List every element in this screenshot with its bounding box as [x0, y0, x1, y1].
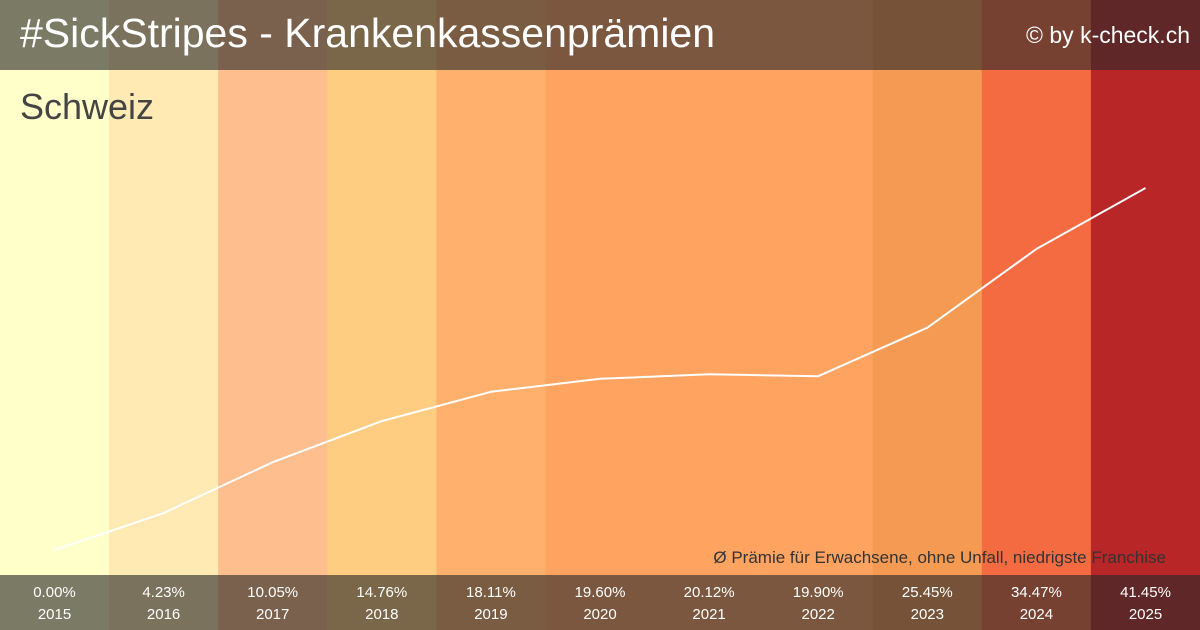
- line-layer: [54, 187, 1146, 551]
- stripe-2025: [1090, 0, 1200, 630]
- stripe-2023: [872, 0, 983, 630]
- chart-note: Ø Prämie für Erwachsene, ohne Unfall, ni…: [713, 548, 1166, 567]
- header-bar: #SickStripes - Krankenkassenprämien © by…: [0, 0, 1200, 70]
- chart-subtitle: Schweiz: [20, 86, 155, 127]
- stripe-2022: [763, 0, 874, 630]
- stripe-2018: [327, 0, 437, 630]
- stripe-2021: [654, 0, 765, 630]
- stripe-2019: [436, 0, 546, 630]
- stripe-2024: [981, 0, 1092, 630]
- stripe-2015: [0, 0, 110, 630]
- page-title: #SickStripes - Krankenkassenprämien: [20, 10, 716, 56]
- series-line: [54, 187, 1146, 551]
- stripe-2017: [218, 0, 328, 630]
- footer-bar: [0, 575, 1200, 630]
- stripe-2020: [545, 0, 656, 630]
- credit-link[interactable]: © by k-check.ch: [1026, 22, 1190, 48]
